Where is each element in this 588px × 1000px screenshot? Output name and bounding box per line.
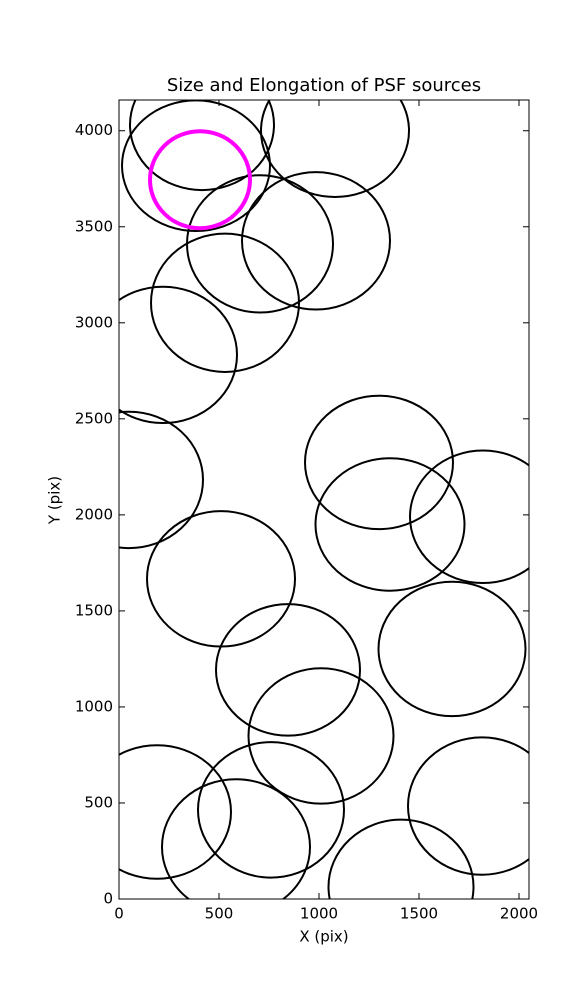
- y-tick-label: 0: [103, 890, 113, 908]
- x-tick-label: 500: [205, 905, 234, 923]
- y-tick-label: 1500: [75, 601, 113, 619]
- y-tick-label: 4000: [75, 121, 113, 139]
- psf-ellipse: [247, 667, 395, 805]
- psf-ellipse: [409, 449, 529, 585]
- y-tick-label: 500: [84, 793, 113, 811]
- psf-ellipse: [150, 232, 300, 373]
- chart-title: Size and Elongation of PSF sources: [167, 75, 481, 96]
- y-tick-label: 1000: [75, 697, 113, 715]
- psf-ellipse: [119, 410, 204, 550]
- psf-ellipse: [146, 510, 296, 648]
- psf-ellipse: [314, 457, 466, 592]
- plot-frame: [118, 99, 530, 900]
- y-tick-label: 3500: [75, 217, 113, 235]
- psf-ellipse: [407, 736, 529, 876]
- psf-ellipse: [327, 818, 475, 899]
- y-tick-label: 2000: [75, 505, 113, 523]
- psf-ellipse: [215, 603, 361, 737]
- x-axis-label: X (pix): [299, 928, 348, 946]
- psf-ellipse: [304, 394, 454, 531]
- psf-ellipse: [241, 171, 391, 311]
- x-tick-label: 0: [114, 905, 124, 923]
- psf-ellipse: [260, 100, 410, 198]
- psf-ellipse: [377, 580, 527, 718]
- psf-ellipse: [197, 741, 345, 879]
- y-tick-label: 2500: [75, 409, 113, 427]
- psf-ellipse: [119, 285, 238, 425]
- x-tick-label: 1000: [300, 905, 338, 923]
- x-tick-label: 1500: [400, 905, 438, 923]
- plot-area: [119, 100, 529, 899]
- x-tick-label: 2000: [500, 905, 538, 923]
- psf-ellipse: [148, 129, 252, 231]
- y-axis-label: Y (pix): [46, 476, 64, 525]
- psf-ellipse: [161, 778, 311, 899]
- psf-ellipse: [119, 744, 232, 880]
- y-tick-label: 3000: [75, 313, 113, 331]
- psf-ellipse: [129, 100, 275, 192]
